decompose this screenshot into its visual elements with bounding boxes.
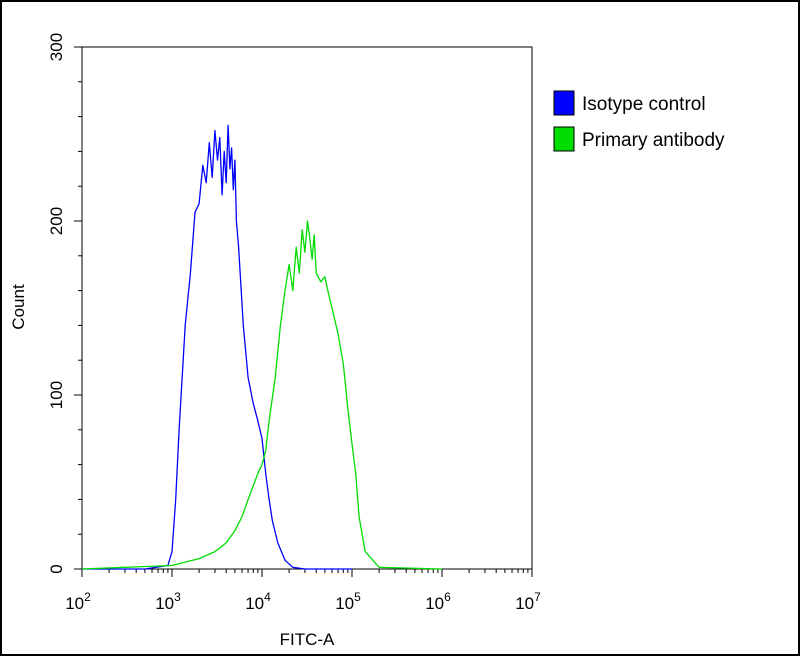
legend-item-primary-antibody: Primary antibody	[553, 126, 725, 152]
y-axis-ticks: 0 100 200 300	[47, 33, 82, 574]
y-tick-label: 300	[47, 33, 66, 61]
y-tick-label: 0	[47, 564, 66, 573]
legend-item-isotype-control: Isotype control	[553, 90, 706, 116]
legend: Isotype control Primary antibody	[553, 90, 725, 152]
series-line-primary-antibody	[81, 220, 443, 570]
legend-swatch-isotype-control	[553, 90, 575, 116]
x-axis-ticks: 102 103 104 105 106 107	[65, 569, 541, 613]
y-tick-label: 100	[47, 381, 66, 409]
x-tick-label: 106	[425, 590, 451, 613]
x-tick-label: 102	[65, 590, 91, 613]
legend-label-isotype-control: Isotype control	[582, 94, 706, 115]
y-axis-label: Count	[9, 284, 28, 330]
y-tick-label: 200	[47, 207, 66, 235]
x-tick-label: 105	[335, 590, 361, 613]
plot-border	[81, 46, 533, 570]
series-layer	[81, 124, 443, 570]
x-tick-label: 103	[155, 590, 181, 613]
x-tick-label: 107	[515, 590, 541, 613]
series-line-isotype-control	[82, 124, 352, 570]
x-tick-label: 104	[245, 590, 271, 613]
legend-swatch-primary-antibody	[553, 126, 575, 152]
legend-label-primary-antibody: Primary antibody	[582, 130, 725, 151]
plot-area: 102 103 104 105 106 107 0 100 200 300	[47, 33, 541, 613]
x-axis-label: FITC-A	[280, 630, 335, 649]
